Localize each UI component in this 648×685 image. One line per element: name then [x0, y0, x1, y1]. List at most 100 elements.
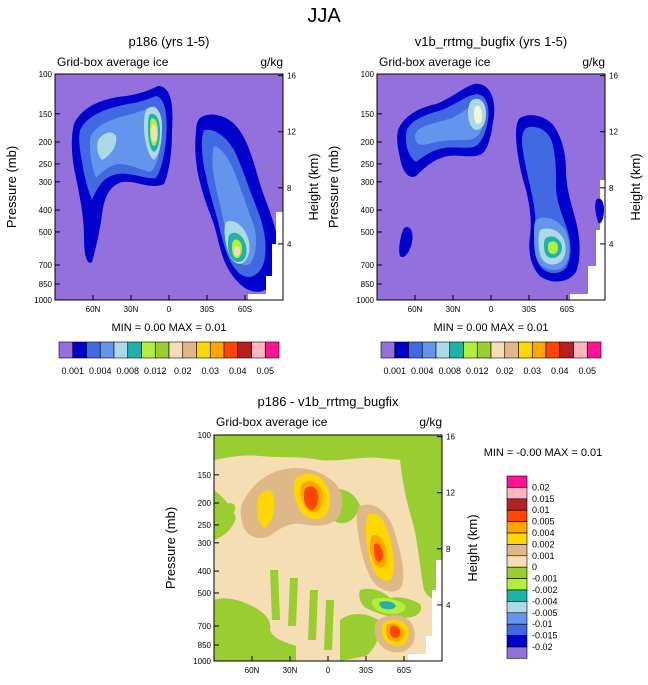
colorbar-swatch: [182, 341, 197, 359]
y-tick-label: 150: [198, 471, 212, 480]
panel-b-nh-core-l2: [474, 105, 482, 124]
panel-c-bubble-1: [308, 443, 323, 452]
panel-c-plot-area: [214, 435, 442, 661]
y-tick-label: 1000: [356, 296, 374, 305]
panel-c-sh-low-0005: [390, 625, 400, 638]
panel-c-sh-pos-0005: [374, 543, 383, 562]
x-tick-label: 30N: [283, 666, 298, 675]
colorbar-swatch: [168, 341, 184, 359]
y2-tick-label: 4: [609, 240, 614, 249]
colorbar-swatch: [154, 341, 170, 359]
panel-c-subtitle: Grid-box average ice: [216, 415, 328, 429]
y-tick-label: 150: [361, 110, 375, 119]
colorbar-label: -0.004: [532, 596, 558, 606]
colorbar-swatch: [559, 341, 574, 359]
colorbar-swatch: [264, 341, 280, 359]
panel-a-stats: MIN = 0.00 MAX = 0.01: [112, 322, 227, 334]
colorbar-swatch: [506, 578, 528, 591]
colorbar-label: 0.02: [532, 482, 550, 492]
colorbar-swatch: [586, 341, 602, 359]
y-tick-label: 850: [198, 641, 212, 650]
panel-a-colorbar: 0.001 0.004 0.008 0.012 0.02 0.03 0.04 0.05: [58, 341, 280, 376]
x-tick-label: 0: [489, 305, 494, 314]
panel-c-neg-bottom-right: [340, 614, 380, 661]
colorbar-label: 0.05: [578, 366, 596, 376]
panel-b-colorbar: 0.001 0.004 0.008 0.012 0.02 0.03 0.04 0.05: [380, 341, 602, 376]
x-tick-label: 60S: [238, 305, 252, 314]
panel-c-sh-neg-core-2: [379, 601, 396, 610]
panel-c: p186 - v1b_rrtmg_bugfix Grid-box average…: [163, 394, 602, 675]
colorbar-label: -0.002: [532, 585, 558, 595]
panel-b-nh-small-feature: [399, 226, 413, 258]
panel-c-units: g/kg: [419, 415, 442, 429]
colorbar-swatch: [380, 341, 396, 359]
colorbar-label: -0.02: [532, 642, 553, 652]
colorbar-swatch: [141, 341, 156, 359]
panel-b-plot-area: [377, 74, 605, 300]
colorbar-label: 0.05: [256, 366, 274, 376]
colorbar-swatch: [506, 589, 528, 602]
y-tick-label: 300: [198, 539, 212, 548]
panel-a-plot-area: [55, 74, 283, 300]
y-tick-label: 250: [198, 521, 212, 530]
colorbar-swatch: [506, 646, 528, 659]
panel-b-surface-mask: [570, 180, 605, 300]
colorbar-swatch: [463, 341, 478, 359]
y2-tick-label: 12: [609, 128, 618, 137]
panel-b-axes: 100 150 200 250 300 400 500 700 850 1000 16 12 8 4 60N…: [356, 70, 618, 314]
colorbar-swatch: [506, 532, 528, 545]
x-tick-label: 60N: [408, 305, 423, 314]
x-tick-label: 30S: [200, 305, 214, 314]
y-tick-label: 200: [198, 499, 212, 508]
y-tick-label: 500: [39, 228, 53, 237]
colorbar-label: 0.015: [532, 494, 555, 504]
y-tick-label: 100: [361, 70, 375, 79]
y-tick-label: 250: [39, 160, 53, 169]
panel-a-surface-mask: [248, 212, 283, 300]
panel-a-nh-ice-0012: [97, 132, 117, 160]
x-tick-label: 0: [167, 305, 172, 314]
x-tick-label: 30S: [522, 305, 536, 314]
y-tick-label: 1000: [34, 296, 52, 305]
colorbar-swatch: [435, 341, 451, 359]
colorbar-swatch: [573, 341, 588, 359]
colorbar-swatch: [506, 601, 528, 614]
panel-b-sh-core-l2: [548, 241, 558, 254]
panel-b-ylabel: Pressure (mb): [326, 146, 341, 228]
colorbar-swatch: [506, 475, 528, 488]
panel-c-ylabel-right: Height (km): [465, 514, 480, 581]
y2-tick-label: 8: [446, 545, 451, 554]
y-tick-label: 400: [39, 206, 53, 215]
colorbar-label: 0.004: [89, 366, 112, 376]
colorbar-swatch: [506, 566, 528, 579]
panel-a-ylabel-right: Height (km): [306, 153, 321, 220]
panel-a: p186 (yrs 1-5) Grid-box average ice g/kg: [4, 34, 321, 376]
colorbar-swatch: [518, 341, 533, 359]
colorbar-label: -0.005: [532, 608, 558, 618]
panel-b-stats: MIN = 0.00 MAX = 0.01: [434, 322, 549, 334]
colorbar-swatch: [86, 341, 101, 359]
x-tick-label: 60N: [245, 666, 260, 675]
colorbar-swatch: [449, 341, 464, 359]
y-tick-label: 150: [39, 110, 53, 119]
panel-b-nh-ice-0008: [415, 104, 484, 145]
x-tick-label: 30S: [359, 666, 373, 675]
colorbar-label: 0.012: [466, 366, 489, 376]
colorbar-label: 0.008: [438, 366, 461, 376]
panel-a-nh-core-l4: [151, 124, 157, 142]
colorbar-swatch: [421, 341, 437, 359]
colorbar-swatch: [408, 341, 423, 359]
panel-b: v1b_rrtmg_bugfix (yrs 1-5) Grid-box aver…: [326, 34, 643, 376]
panel-b-ylabel-right: Height (km): [628, 153, 643, 220]
colorbar-label: 0.002: [532, 539, 555, 549]
x-tick-label: 60S: [560, 305, 574, 314]
x-tick-label: 60N: [86, 305, 101, 314]
colorbar-label: 0.008: [116, 366, 139, 376]
panel-a-axes: 100 150 200 250 300 400 500 700 850 1000 16 12 8 4 60N…: [34, 70, 296, 314]
colorbar-swatch: [506, 555, 528, 568]
colorbar-swatch: [504, 341, 519, 359]
y-tick-label: 700: [39, 261, 53, 270]
colorbar-swatch: [506, 612, 528, 625]
panel-c-neg-stripes-1: [270, 570, 334, 650]
